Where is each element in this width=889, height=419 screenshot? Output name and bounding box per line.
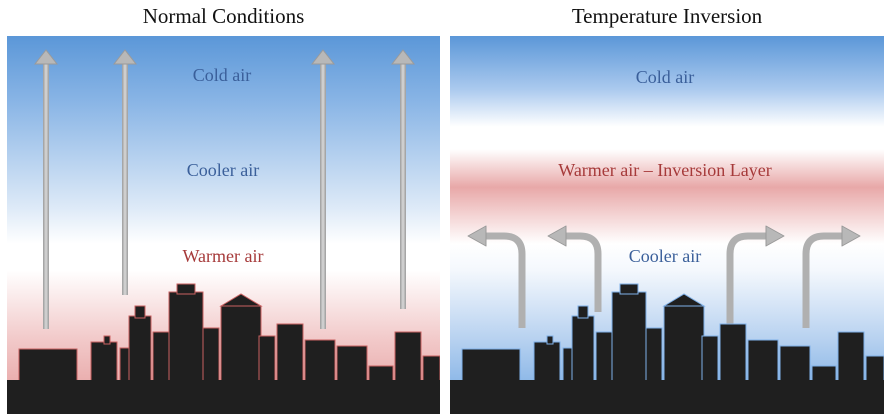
bent-arrow-left-icon — [467, 225, 526, 328]
temperature-inversion-diagram — [450, 36, 884, 414]
normal-conditions-diagram — [7, 36, 440, 414]
up-arrow-icon — [112, 49, 138, 295]
bent-arrow-left-icon — [547, 225, 602, 312]
inversion-layer-label: Warmer air – Inversion Layer — [558, 160, 772, 180]
normal-conditions-panel — [7, 36, 440, 414]
city-skyline — [7, 283, 440, 414]
bent-arrow-right-icon — [726, 225, 785, 328]
normal-warmer-air-label: Warmer air — [182, 246, 264, 266]
right-panel-title: Temperature Inversion — [571, 4, 763, 28]
normal-cooler-air-label: Cooler air — [186, 160, 260, 180]
rising-air-arrows — [33, 49, 416, 329]
normal-cold-air-label: Cold air — [192, 65, 252, 85]
left-panel-title: Normal Conditions — [142, 4, 305, 28]
deflected-air-arrows — [467, 225, 861, 328]
inversion-cold-air-label: Cold air — [635, 67, 695, 87]
inversion-cooler-air-label: Cooler air — [628, 246, 702, 266]
city-skyline — [450, 283, 884, 414]
up-arrow-icon — [310, 49, 336, 329]
up-arrow-icon — [33, 49, 59, 329]
bent-arrow-right-icon — [802, 225, 861, 328]
temperature-inversion-panel — [450, 36, 884, 414]
up-arrow-icon — [390, 49, 416, 309]
